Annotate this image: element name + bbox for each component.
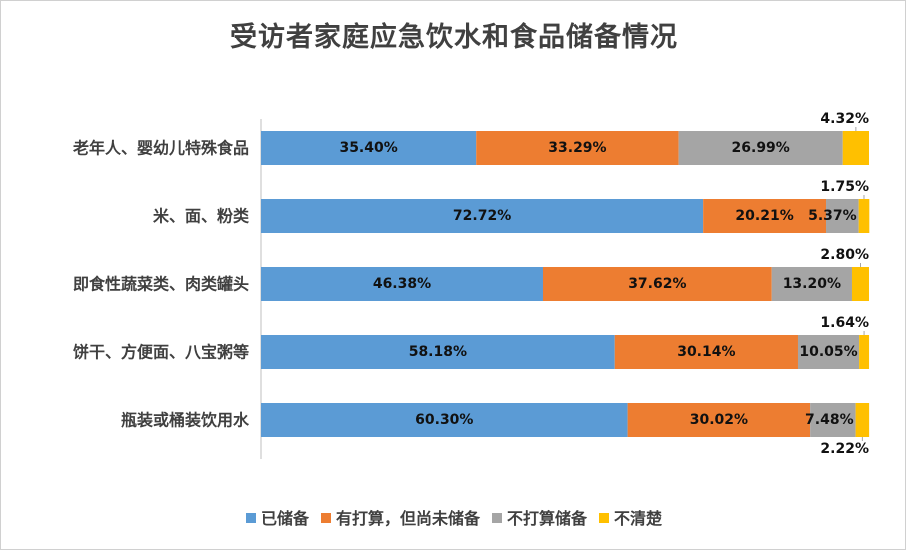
bar-segment xyxy=(858,199,870,233)
bar-segment xyxy=(797,335,860,369)
bar-segment xyxy=(261,199,704,233)
data-label: 72.72% xyxy=(453,208,511,224)
data-label: 35.40% xyxy=(339,140,397,156)
data-label: 4.32% xyxy=(820,111,869,127)
legend-item: 不打算储备 xyxy=(492,505,587,529)
legend-item: 已储备 xyxy=(245,505,309,529)
data-label: 26.99% xyxy=(732,140,790,156)
bar-segment xyxy=(542,267,772,301)
data-label: 7.48% xyxy=(805,412,854,428)
legend-item: 不清楚 xyxy=(599,505,662,529)
bar-segment xyxy=(627,403,811,437)
data-label: 2.80% xyxy=(820,247,869,263)
bar-segment xyxy=(261,335,615,369)
data-label: 2.22% xyxy=(820,441,869,457)
legend: 已储备 有打算，但尚未储备 不打算储备 不清楚 xyxy=(1,505,906,529)
plot-area: 老年人、婴幼儿特殊食品 35.40% 33.29% 26.99% 4.32% 米、面、粉类… xyxy=(72,111,870,459)
data-label: 30.14% xyxy=(677,344,735,360)
bar-segment xyxy=(261,131,477,165)
bar-segment xyxy=(855,403,870,437)
legend-label: 已储备 xyxy=(260,509,309,528)
legend-swatch xyxy=(599,513,610,523)
bar-segment xyxy=(476,131,679,165)
bar-segment xyxy=(842,131,869,165)
data-label: 5.37% xyxy=(808,208,857,224)
data-label: 33.29% xyxy=(548,140,606,156)
data-label: 46.38% xyxy=(373,276,431,292)
data-label: 30.02% xyxy=(690,412,748,428)
data-label: 37.62% xyxy=(628,276,686,292)
chart-title: 受访者家庭应急饮水和食品储备情况 xyxy=(230,22,678,53)
category-label: 瓶装或桶装饮用水 xyxy=(121,411,250,430)
bar-segment xyxy=(826,199,859,233)
bar-segment xyxy=(859,335,870,369)
data-label: 13.20% xyxy=(783,276,841,292)
legend-swatch xyxy=(245,513,256,523)
bar-segment xyxy=(614,335,798,369)
data-label: 20.21% xyxy=(735,208,793,224)
data-label: 10.05% xyxy=(799,344,857,360)
legend-item: 有打算，但尚未储备 xyxy=(320,505,480,529)
bar-segment xyxy=(810,403,856,437)
data-label: 58.18% xyxy=(409,344,467,360)
category-label: 饼干、方便面、八宝粥等 xyxy=(73,343,249,362)
bar-segment xyxy=(771,267,852,301)
data-label: 1.75% xyxy=(820,179,869,195)
category-label: 即食性蔬菜类、肉类罐头 xyxy=(73,275,249,294)
bar-segment xyxy=(261,267,543,301)
legend-label: 有打算，但尚未储备 xyxy=(335,509,480,528)
category-label: 米、面、粉类 xyxy=(153,207,250,226)
data-label: 60.30% xyxy=(415,412,473,428)
bar-segment xyxy=(703,199,827,233)
bar-segment xyxy=(678,131,843,165)
legend-swatch xyxy=(492,513,502,523)
bar-segment xyxy=(261,403,628,437)
legend-label: 不清楚 xyxy=(614,509,663,528)
data-label: 1.64% xyxy=(820,315,869,331)
category-label: 老年人、婴幼儿特殊食品 xyxy=(72,139,249,158)
legend-swatch xyxy=(320,513,331,523)
legend-label: 不打算储备 xyxy=(507,509,588,528)
bar-segment xyxy=(851,267,869,301)
